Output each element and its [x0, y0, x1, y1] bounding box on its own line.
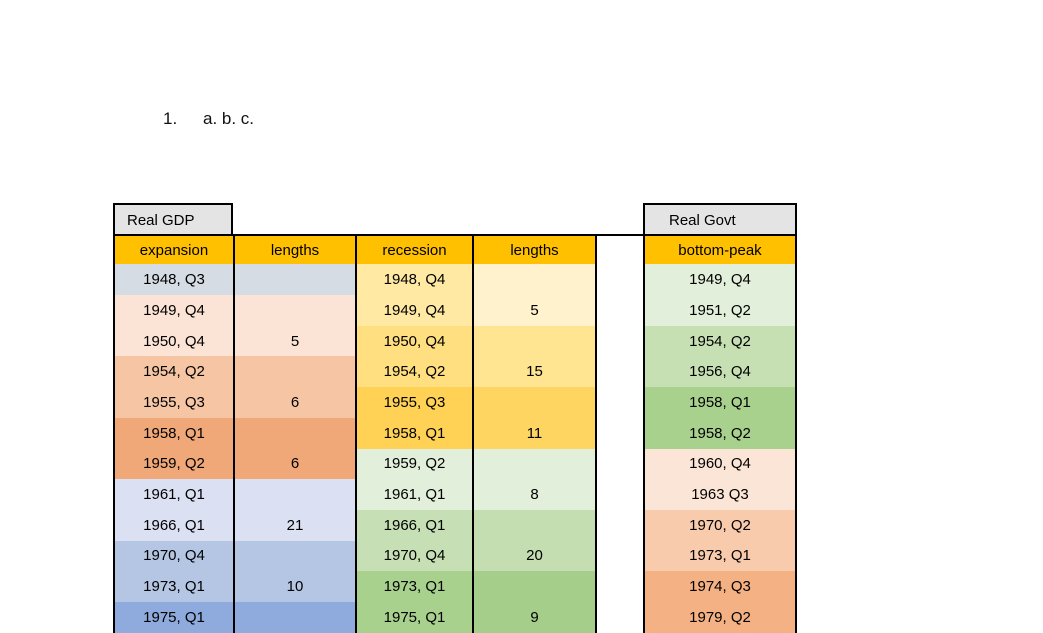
cell-recession: 1955, Q3	[355, 387, 472, 418]
cell-bottom-peak: 1958, Q2	[643, 417, 797, 449]
cell-expansion-length: 21	[233, 509, 355, 541]
cell-bottom-peak: 1974, Q3	[643, 571, 797, 602]
cell-bottom-peak: 1960, Q4	[643, 448, 797, 480]
cell-bottom-peak: 1963 Q3	[643, 479, 797, 510]
cell-recession-length	[472, 325, 597, 357]
cell-expansion: 1975, Q1	[113, 601, 233, 633]
cell-recession-length	[472, 571, 597, 602]
column-header-bottom-peak: bottom-peak	[643, 233, 797, 267]
list-number: 1.	[163, 109, 178, 128]
column-header-recession: recession	[355, 233, 472, 267]
cell-recession: 1949, Q4	[355, 295, 472, 326]
cell-recession-length	[472, 264, 597, 296]
cell-recession-length: 5	[472, 295, 597, 326]
cell-expansion: 1950, Q4	[113, 325, 233, 357]
cell-recession: 1950, Q4	[355, 325, 472, 357]
cell-expansion-length	[233, 540, 355, 572]
real-gdp-title-cell: Real GDP	[113, 203, 233, 238]
column-header-expansion: expansion	[113, 233, 233, 267]
cell-expansion: 1948, Q3	[113, 264, 233, 296]
cell-recession-length	[472, 509, 597, 541]
cell-bottom-peak: 1949, Q4	[643, 264, 797, 296]
cell-expansion: 1949, Q4	[113, 295, 233, 326]
cell-recession-length: 8	[472, 479, 597, 510]
cell-expansion-length: 6	[233, 448, 355, 480]
cell-spacer	[597, 479, 643, 510]
cell-expansion-length	[233, 356, 355, 388]
cell-expansion-length: 5	[233, 325, 355, 357]
cell-recession-length	[472, 448, 597, 480]
cell-recession: 1958, Q1	[355, 417, 472, 449]
cell-bottom-peak: 1970, Q2	[643, 509, 797, 541]
cell-expansion-length	[233, 601, 355, 633]
cell-spacer	[597, 356, 643, 388]
list-text: a. b. c.	[203, 109, 255, 128]
cell-recession-length	[472, 387, 597, 418]
cell-bottom-peak: 1956, Q4	[643, 356, 797, 388]
cell-expansion-length	[233, 264, 355, 296]
cell-expansion: 1961, Q1	[113, 479, 233, 510]
cell-spacer	[597, 387, 643, 418]
cell-expansion: 1973, Q1	[113, 571, 233, 602]
title-row-gap	[233, 203, 597, 238]
cell-spacer	[597, 295, 643, 326]
cell-expansion-length: 10	[233, 571, 355, 602]
cell-recession: 1961, Q1	[355, 479, 472, 510]
cell-spacer	[597, 417, 643, 449]
cell-expansion: 1966, Q1	[113, 509, 233, 541]
cell-expansion-length	[233, 479, 355, 510]
cell-recession: 1948, Q4	[355, 264, 472, 296]
cell-recession: 1959, Q2	[355, 448, 472, 480]
cell-spacer	[597, 571, 643, 602]
cell-bottom-peak: 1958, Q1	[643, 387, 797, 418]
cell-expansion: 1955, Q3	[113, 387, 233, 418]
cell-spacer	[597, 601, 643, 633]
cell-spacer	[597, 540, 643, 572]
cell-recession: 1970, Q4	[355, 540, 472, 572]
cell-spacer	[597, 325, 643, 357]
cell-spacer	[597, 509, 643, 541]
spacer-column-header	[597, 233, 643, 267]
cell-bottom-peak: 1951, Q2	[643, 295, 797, 326]
cell-recession-length: 9	[472, 601, 597, 633]
cell-recession-length: 11	[472, 417, 597, 449]
cell-recession: 1973, Q1	[355, 571, 472, 602]
cell-expansion: 1954, Q2	[113, 356, 233, 388]
cell-recession-length: 15	[472, 356, 597, 388]
column-header-lengths-recession: lengths	[472, 233, 597, 267]
numbered-list-item: 1. a. b. c.	[163, 109, 254, 129]
spacer-column-top	[597, 203, 643, 238]
cell-spacer	[597, 448, 643, 480]
cell-recession: 1975, Q1	[355, 601, 472, 633]
cell-bottom-peak: 1954, Q2	[643, 325, 797, 357]
cell-expansion-length	[233, 295, 355, 326]
cell-expansion: 1958, Q1	[113, 417, 233, 449]
data-table: Real GDP Real Govt expansion lengths rec…	[113, 203, 797, 633]
cell-bottom-peak: 1973, Q1	[643, 540, 797, 572]
cell-recession-length: 20	[472, 540, 597, 572]
cell-expansion: 1970, Q4	[113, 540, 233, 572]
real-govt-title-cell: Real Govt	[643, 203, 797, 238]
cell-expansion-length	[233, 417, 355, 449]
cell-bottom-peak: 1979, Q2	[643, 601, 797, 633]
cell-recession: 1966, Q1	[355, 509, 472, 541]
cell-expansion-length: 6	[233, 387, 355, 418]
cell-spacer	[597, 264, 643, 296]
column-header-lengths-expansion: lengths	[233, 233, 355, 267]
cell-recession: 1954, Q2	[355, 356, 472, 388]
cell-expansion: 1959, Q2	[113, 448, 233, 480]
